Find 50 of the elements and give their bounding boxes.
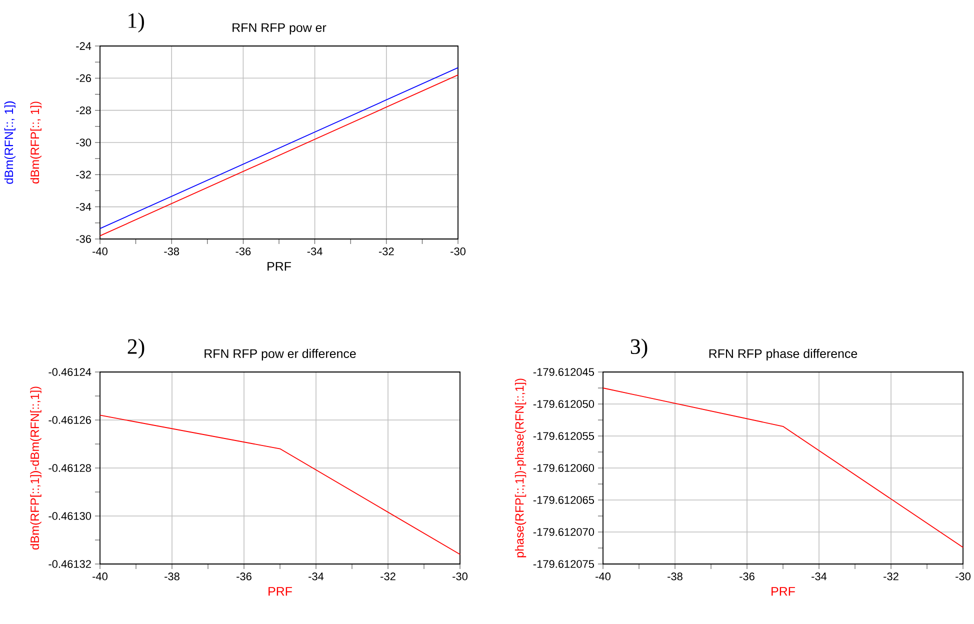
y-tick-label: -179.612055 bbox=[533, 432, 594, 440]
x-tick-label: -36 bbox=[740, 572, 754, 580]
y-tick-label: -34 bbox=[76, 202, 92, 211]
y-tick-label: -179.612065 bbox=[533, 496, 594, 504]
x-tick-label: -38 bbox=[164, 248, 180, 256]
y-tick-label: -179.612045 bbox=[533, 368, 594, 376]
x-axis-title: PRF bbox=[268, 587, 292, 596]
x-tick-label: -32 bbox=[380, 572, 396, 580]
x-tick-label: -36 bbox=[236, 572, 252, 580]
y-tick-label: -30 bbox=[76, 138, 92, 146]
x-tick-label: -30 bbox=[956, 572, 970, 580]
x-tick-label: -40 bbox=[92, 572, 108, 580]
y-tick-label: -36 bbox=[76, 235, 91, 243]
x-axis-title: PRF bbox=[268, 262, 291, 271]
y-tick-label: -0.46124 bbox=[48, 368, 92, 376]
y-tick-label: -0.46132 bbox=[48, 560, 91, 568]
x-tick-label: -34 bbox=[308, 572, 324, 580]
x-tick-label: -30 bbox=[450, 248, 466, 256]
text: 1) bbox=[128, 12, 144, 32]
x-tick-label: -36 bbox=[236, 248, 251, 256]
y-axis-title: dBm(RFP[::,1])-dBm(RFN[::,1]) bbox=[30, 386, 42, 550]
y-tick-label: -179.612070 bbox=[533, 528, 594, 536]
x-tick-label: -34 bbox=[307, 248, 322, 256]
x-axis-title: PRF bbox=[772, 587, 795, 596]
y-axis-title: phase(RFP[::,1])-phase(RFN[::,1]) bbox=[514, 378, 526, 558]
x-tick-label: -34 bbox=[812, 572, 827, 580]
text: dBm(RFP[::, 1]) bbox=[30, 102, 42, 184]
x-tick-label: -40 bbox=[92, 248, 108, 256]
y-tick-label: -24 bbox=[76, 42, 92, 50]
y-tick-label: -179.612050 bbox=[533, 400, 594, 408]
text: 3) bbox=[630, 338, 648, 358]
chart-title: RFN RFP phase difference bbox=[709, 348, 858, 360]
x-tick-label: -32 bbox=[378, 248, 394, 256]
y-tick-label: -179.612075 bbox=[533, 560, 594, 568]
y-tick-label: -32 bbox=[76, 170, 91, 179]
y-tick-label: -0.46126 bbox=[48, 416, 91, 424]
y-tick-label: -28 bbox=[76, 106, 91, 114]
y-tick-label: -179.612060 bbox=[533, 464, 594, 472]
x-tick-label: -30 bbox=[452, 572, 468, 580]
chart-title: RFN RFP pow er bbox=[232, 23, 326, 34]
y-tick-label: -0.46130 bbox=[48, 512, 92, 520]
text: dBm(RFN[::, 1]) bbox=[4, 101, 16, 184]
y-tick-label: -26 bbox=[76, 74, 91, 82]
chart-title: RFN RFP pow er difference bbox=[204, 348, 356, 360]
y-tick-label: -0.46128 bbox=[48, 464, 91, 472]
x-tick-label: -38 bbox=[164, 572, 180, 580]
x-tick-label: -38 bbox=[668, 572, 682, 580]
x-tick-label: -40 bbox=[596, 572, 610, 580]
x-tick-label: -32 bbox=[884, 572, 898, 580]
text: 2) bbox=[128, 338, 144, 358]
